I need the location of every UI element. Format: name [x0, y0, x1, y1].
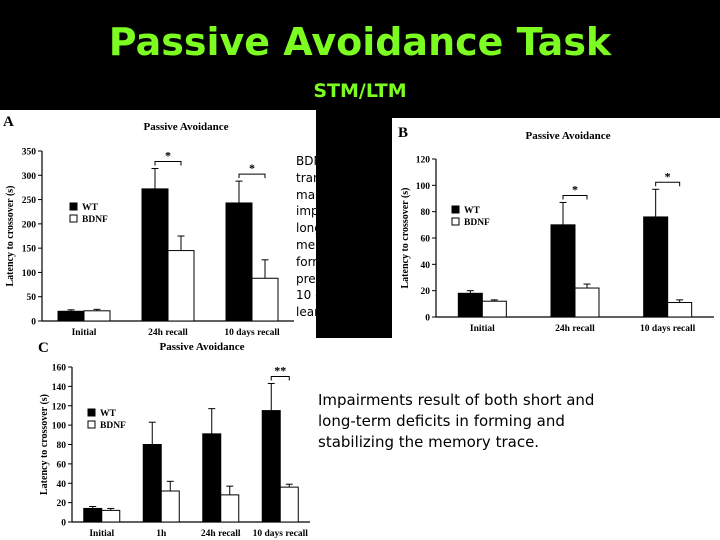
bar-bdnf [167, 250, 195, 322]
bar-bdnf [251, 277, 279, 322]
legend-label-wt: WT [464, 206, 481, 216]
chart-a: A Passive Avoidance Latency to crossover (… [3, 114, 294, 338]
note-memory-trace: Impairments result of both short and lon… [318, 391, 595, 451]
x-tick-label: Initial [89, 529, 114, 539]
legend-swatch-bdnf [87, 420, 96, 429]
significance-bracket [154, 160, 182, 166]
y-axis-label: Latency to crossover (s) [39, 394, 50, 495]
legend-swatch-wt [69, 202, 78, 211]
legend-label-bdnf: BDNF [82, 215, 108, 225]
slide-subtitle: STM/LTM [313, 80, 407, 102]
chart-c: C Passive Avoidance Latency to crossover (… [38, 340, 310, 539]
significance-marker: * [249, 161, 255, 175]
y-tick-label: 20 [421, 287, 431, 297]
y-tick-label: 60 [57, 460, 67, 470]
y-tick-label: 80 [57, 441, 67, 451]
significance-bracket [562, 194, 588, 200]
x-tick-label: 1h [156, 529, 167, 539]
legend-swatch-bdnf [451, 217, 460, 226]
y-tick-label: 100 [22, 269, 37, 279]
bar-wt [202, 433, 222, 523]
panel-label: B [398, 125, 408, 141]
y-tick-label: 0 [31, 318, 36, 328]
bar-wt [83, 507, 103, 523]
slide-title: Passive Avoidance Task [108, 20, 612, 64]
y-tick-label: 160 [52, 364, 67, 374]
y-tick-label: 120 [416, 156, 431, 166]
panel-c: C Passive Avoidance Latency to crossover (… [0, 338, 720, 540]
x-tick-label: 10 days recall [253, 529, 309, 539]
significance-marker: * [165, 148, 171, 162]
bar-wt [550, 224, 576, 318]
bar-bdnf [279, 486, 299, 523]
y-tick-label: 140 [52, 383, 67, 393]
y-tick-label: 100 [416, 182, 431, 192]
bar-wt [225, 202, 253, 322]
x-tick-label: 10 days recall [640, 324, 696, 334]
y-tick-label: 0 [61, 519, 66, 529]
y-tick-label: 250 [22, 196, 37, 206]
bar-bdnf [667, 302, 693, 318]
significance-bracket [270, 375, 290, 381]
significance-marker: * [572, 182, 578, 196]
x-tick-label: 24h recall [555, 324, 595, 334]
significance-bracket [238, 173, 266, 179]
y-tick-label: 300 [22, 172, 37, 182]
y-tick-label: 20 [57, 499, 67, 509]
x-tick-label: 24h recall [201, 529, 241, 539]
legend-label-bdnf: BDNF [464, 218, 490, 228]
panel-label: A [3, 114, 14, 130]
y-axis-label: Latency to crossover (s) [400, 188, 411, 289]
note-long-term-memory: BDNF transgenics manifest impairments in… [296, 154, 392, 320]
chart-title: Passive Avoidance [143, 121, 228, 133]
x-tick-label: 10 days recall [224, 328, 280, 338]
x-tick-label: 24h recall [148, 328, 188, 338]
chart-b: B Passive Avoidance Latency to crossover (… [398, 125, 714, 334]
legend-swatch-wt [451, 205, 460, 214]
bar-bdnf [160, 490, 180, 523]
legend-label-wt: WT [82, 203, 99, 213]
legend-swatch-wt [87, 408, 96, 417]
bar-wt [457, 292, 483, 318]
bar-bdnf [101, 509, 121, 523]
y-tick-label: 150 [22, 245, 37, 255]
legend-label-bdnf: BDNF [100, 421, 126, 431]
y-tick-label: 80 [421, 208, 431, 218]
y-tick-label: 50 [27, 293, 37, 303]
bar-wt [261, 410, 281, 523]
significance-marker: * [665, 169, 671, 183]
bar-wt [141, 188, 169, 322]
y-tick-label: 350 [22, 148, 37, 158]
panel-b: B Passive Avoidance Latency to crossover (… [392, 118, 720, 340]
y-tick-label: 100 [52, 422, 67, 432]
bar-wt [643, 216, 669, 318]
panel-a: A Passive Avoidance Latency to crossover (… [0, 110, 316, 338]
y-tick-label: 60 [421, 235, 431, 245]
y-tick-label: 200 [22, 220, 37, 230]
y-tick-label: 40 [57, 480, 67, 490]
y-tick-label: 40 [421, 261, 431, 271]
bar-bdnf [574, 287, 600, 318]
significance-bracket [655, 181, 681, 187]
panel-label: C [38, 340, 49, 356]
y-tick-label: 120 [52, 402, 67, 412]
legend-swatch-bdnf [69, 214, 78, 223]
bar-wt [142, 444, 162, 523]
y-tick-label: 0 [425, 314, 430, 324]
significance-marker: ** [274, 363, 286, 377]
bar-bdnf [481, 300, 507, 318]
legend-label-wt: WT [100, 409, 117, 419]
bar-bdnf [220, 494, 240, 523]
chart-title: Passive Avoidance [525, 130, 610, 142]
x-tick-label: Initial [470, 324, 495, 334]
x-tick-label: Initial [72, 328, 97, 338]
y-axis-label: Latency to crossover (s) [5, 186, 16, 287]
bar-wt [57, 310, 85, 322]
bar-bdnf [83, 310, 111, 322]
chart-title: Passive Avoidance [159, 341, 244, 353]
